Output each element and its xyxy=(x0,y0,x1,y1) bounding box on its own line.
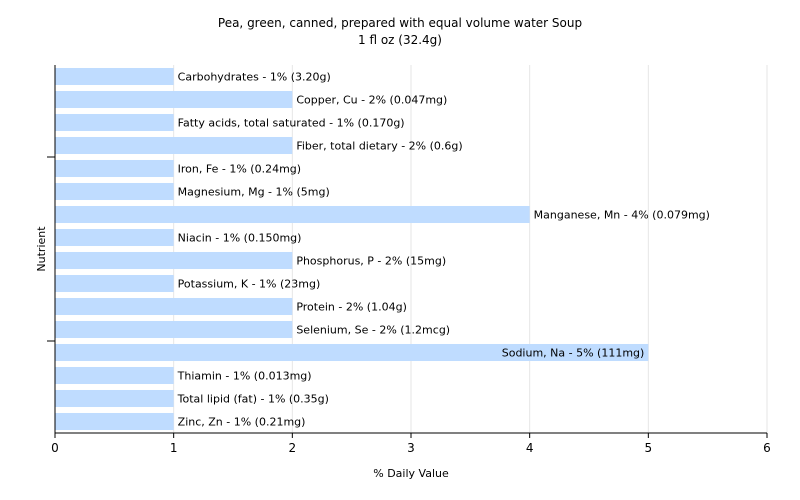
bar-group: Potassium, K - 1% (23mg) xyxy=(55,274,321,293)
bar-label: Iron, Fe - 1% (0.24mg) xyxy=(178,163,301,176)
bar-label: Total lipid (fat) - 1% (0.35g) xyxy=(177,393,329,406)
bar xyxy=(55,412,174,431)
x-tick-label: 1 xyxy=(170,441,178,455)
bar-group: Selenium, Se - 2% (1.2mcg) xyxy=(55,320,450,339)
bar-group: Manganese, Mn - 4% (0.079mg) xyxy=(55,205,710,224)
bar xyxy=(55,113,174,132)
bar-label: Carbohydrates - 1% (3.20g) xyxy=(178,71,331,84)
grid-lines xyxy=(173,65,768,433)
bar-group: Sodium, Na - 5% (111mg) xyxy=(55,343,649,362)
bar xyxy=(55,343,649,362)
x-tick-label: 6 xyxy=(763,441,771,455)
bar xyxy=(55,389,174,408)
bar xyxy=(55,205,530,224)
bar-label: Sodium, Na - 5% (111mg) xyxy=(502,347,645,360)
bar-label: Selenium, Se - 2% (1.2mcg) xyxy=(296,324,450,337)
bars: Carbohydrates - 1% (3.20g) Copper, Cu - 2… xyxy=(55,67,710,431)
bar xyxy=(55,90,293,109)
bar-label: Protein - 2% (1.04g) xyxy=(296,301,407,314)
bar-label: Copper, Cu - 2% (0.047mg) xyxy=(296,94,447,107)
bar-group: Phosphorus, P - 2% (15mg) xyxy=(55,251,446,270)
bar xyxy=(55,67,174,86)
x-axis-label: % Daily Value xyxy=(373,467,449,480)
bar-label: Magnesium, Mg - 1% (5mg) xyxy=(178,186,330,199)
bar-label: Manganese, Mn - 4% (0.079mg) xyxy=(534,209,710,222)
bar-label: Potassium, K - 1% (23mg) xyxy=(178,278,321,291)
bar xyxy=(55,228,174,247)
bar xyxy=(55,274,174,293)
x-tick-label: 5 xyxy=(645,441,653,455)
bar-group: Fiber, total dietary - 2% (0.6g) xyxy=(55,136,463,155)
x-tick-label: 2 xyxy=(289,441,297,455)
bar-label: Fatty acids, total saturated - 1% (0.170… xyxy=(178,117,405,130)
x-tick-label: 4 xyxy=(526,441,534,455)
x-tick-label: 0 xyxy=(51,441,59,455)
bar-label: Zinc, Zn - 1% (0.21mg) xyxy=(178,416,306,429)
chart-title: Pea, green, canned, prepared with equal … xyxy=(218,16,582,30)
bar-group: Niacin - 1% (0.150mg) xyxy=(55,228,302,247)
bar-label: Niacin - 1% (0.150mg) xyxy=(178,232,302,245)
chart-subtitle: 1 fl oz (32.4g) xyxy=(358,33,442,47)
bar xyxy=(55,136,293,155)
bar xyxy=(55,159,174,178)
bar-group: Zinc, Zn - 1% (0.21mg) xyxy=(55,412,306,431)
bar-label: Phosphorus, P - 2% (15mg) xyxy=(296,255,446,268)
bar-group: Copper, Cu - 2% (0.047mg) xyxy=(55,90,447,109)
bar-group: Protein - 2% (1.04g) xyxy=(55,297,407,316)
x-ticks: 0 1 2 3 4 5 6 xyxy=(51,433,771,455)
y-axis-label: Nutrient xyxy=(35,226,48,272)
bar-group: Magnesium, Mg - 1% (5mg) xyxy=(55,182,330,201)
bar xyxy=(55,297,293,316)
bar xyxy=(55,320,293,339)
bar-group: Total lipid (fat) - 1% (0.35g) xyxy=(55,389,329,408)
bar-label: Fiber, total dietary - 2% (0.6g) xyxy=(296,140,462,153)
bar-label: Thiamin - 1% (0.013mg) xyxy=(177,370,312,383)
bar-group: Carbohydrates - 1% (3.20g) xyxy=(55,67,331,86)
x-tick-label: 3 xyxy=(407,441,415,455)
bar xyxy=(55,182,174,201)
bar-group: Iron, Fe - 1% (0.24mg) xyxy=(55,159,301,178)
bar-group: Fatty acids, total saturated - 1% (0.170… xyxy=(55,113,405,132)
bar xyxy=(55,366,174,385)
bar xyxy=(55,251,293,270)
bar-group: Thiamin - 1% (0.013mg) xyxy=(55,366,312,385)
